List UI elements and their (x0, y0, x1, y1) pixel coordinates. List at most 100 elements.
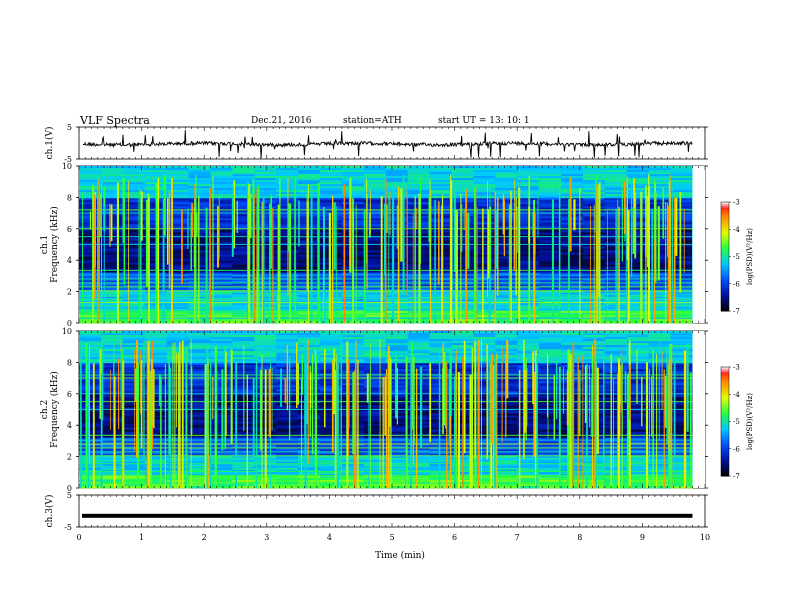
spec-cell (100, 391, 124, 394)
spec-cell (298, 310, 321, 314)
spec-cell (254, 270, 277, 274)
spec-cell (451, 274, 474, 278)
spec-cell (122, 467, 146, 471)
spec-cell (582, 343, 606, 346)
spec-cell (276, 318, 299, 322)
spec-cell (166, 441, 190, 445)
spec-cell (298, 439, 321, 443)
spec-cell (363, 198, 387, 201)
spec-cell (210, 343, 233, 346)
spec-cell (407, 457, 431, 461)
spec-cell (539, 214, 562, 217)
spec-cell (144, 391, 168, 394)
station-label: station=ATH (343, 116, 402, 126)
spec-cell (166, 445, 190, 449)
spec-cell (429, 170, 453, 173)
spec-cell (473, 224, 496, 227)
spec-cell (604, 441, 628, 445)
spec-cell (451, 236, 474, 239)
spec-cell (100, 337, 124, 340)
spec-cell (166, 218, 190, 221)
spec-cell (385, 427, 409, 431)
spec-cell (670, 457, 694, 461)
spec-cell (473, 381, 496, 384)
spec-cell (648, 437, 672, 441)
spec-cell (210, 192, 233, 195)
spec-cell (451, 349, 474, 352)
spec-cell (517, 174, 540, 177)
ch1spec-ytick-label: 8 (67, 193, 72, 202)
spec-cell (473, 395, 496, 398)
spec-cell (561, 282, 584, 286)
spec-cell (210, 170, 233, 173)
spec-cell (79, 437, 102, 441)
spec-cell (276, 220, 299, 223)
spec-cell (517, 170, 540, 173)
spec-cell (276, 192, 299, 195)
spec-cell (582, 192, 606, 195)
spec-cell (254, 367, 277, 370)
spec-cell (276, 244, 299, 247)
spec-cell (648, 331, 672, 334)
spec-cell (79, 238, 102, 241)
spec-cell (495, 238, 518, 241)
spec-cell (429, 353, 453, 356)
spec-cell (670, 172, 694, 175)
spec-cell (166, 389, 190, 392)
spec-cell (298, 188, 321, 191)
spec-cell (232, 479, 255, 483)
spec-cell (276, 172, 299, 175)
spec-cell (539, 479, 562, 483)
spec-cell (385, 341, 409, 344)
spec-cell (298, 371, 321, 374)
spec-cell (79, 280, 102, 284)
spec-cell (648, 403, 672, 406)
spec-cell (276, 198, 299, 201)
spec-cell (626, 345, 650, 348)
spec-cell (473, 248, 496, 251)
spec-sferic (134, 368, 138, 402)
spec-cell (232, 224, 255, 227)
spec-cell (582, 357, 606, 360)
spec-cell (626, 381, 650, 384)
spec-cell (429, 194, 453, 197)
spec-cell (79, 202, 102, 205)
spec-cell (604, 483, 628, 487)
spec-cell (407, 449, 431, 453)
spec-sferic (382, 376, 384, 488)
spec-cell (582, 447, 606, 451)
spec-cell (385, 176, 409, 179)
spec-cell (144, 357, 168, 360)
spec-cell (429, 258, 453, 261)
spec-cell (122, 445, 146, 449)
spec-cell (363, 252, 387, 255)
spec-cell (298, 389, 321, 392)
spec-sferic (502, 194, 505, 235)
spec-cell (495, 170, 518, 173)
spec-hline (79, 434, 693, 436)
spec-sferic (640, 191, 643, 323)
spec-cell (385, 353, 409, 356)
spec-cell (188, 401, 212, 404)
spec-cell (341, 467, 365, 471)
spec-cell (604, 347, 628, 350)
spec-cell (363, 310, 387, 314)
spec-cell (539, 397, 562, 400)
spec-cell (539, 435, 562, 439)
spec-cell (385, 252, 409, 255)
spec-cell (561, 220, 584, 223)
spec-cell (79, 365, 102, 368)
spec-cell (166, 282, 190, 286)
spec-sferic (555, 361, 558, 420)
spec-cell (210, 198, 233, 201)
spec-cell (539, 318, 562, 322)
spec-cell (232, 485, 255, 489)
spec-sferic (496, 209, 498, 269)
spec-cell (100, 385, 124, 388)
spec-cell (517, 443, 540, 447)
spec-cell (451, 353, 474, 356)
spec-sferic (475, 187, 477, 323)
spec-cell (429, 192, 453, 195)
spec-cell (670, 292, 694, 296)
